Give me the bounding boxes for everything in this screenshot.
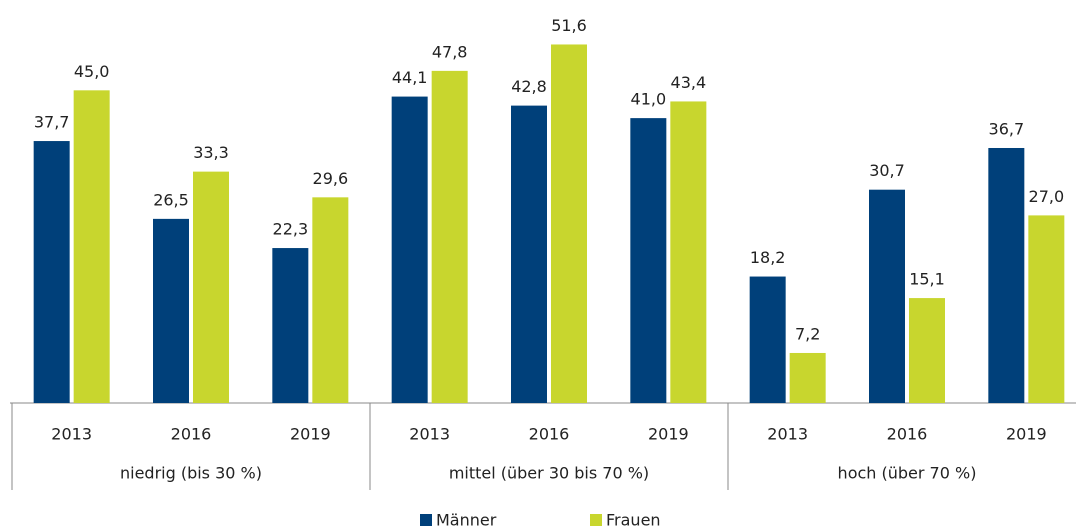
bar xyxy=(193,171,229,403)
bar xyxy=(749,276,786,403)
x-tick-label: 2016 xyxy=(171,425,212,444)
data-label: 41,0 xyxy=(631,90,667,109)
data-label: 29,6 xyxy=(313,169,349,188)
data-label: 15,1 xyxy=(909,270,945,289)
x-tick-label: 2019 xyxy=(1006,425,1047,444)
data-label: 43,4 xyxy=(671,73,707,92)
bar xyxy=(73,90,110,404)
group-label: hoch (über 70 %) xyxy=(838,464,977,483)
bar xyxy=(431,70,468,404)
bar xyxy=(630,118,667,403)
data-label: 26,5 xyxy=(153,190,189,209)
x-tick-label: 2016 xyxy=(887,425,928,444)
bar xyxy=(988,147,1025,403)
data-label: 33,3 xyxy=(193,143,229,162)
bar xyxy=(1028,215,1065,403)
bar xyxy=(312,197,349,403)
x-tick-label: 2013 xyxy=(51,425,92,444)
x-tick-label: 2016 xyxy=(529,425,570,444)
x-tick-label: 2013 xyxy=(767,425,808,444)
legend-label: Männer xyxy=(436,511,497,530)
data-label: 45,0 xyxy=(74,62,110,81)
bar xyxy=(153,218,189,403)
bar xyxy=(909,298,945,403)
data-label: 22,3 xyxy=(273,220,309,239)
x-tick-label: 2019 xyxy=(290,425,331,444)
bar xyxy=(391,96,428,404)
bar xyxy=(551,44,587,403)
x-tick-label: 2013 xyxy=(409,425,450,444)
data-label: 47,8 xyxy=(432,42,468,61)
group-label: mittel (über 30 bis 70 %) xyxy=(449,464,649,483)
data-label: 30,7 xyxy=(869,161,905,180)
legend-swatch xyxy=(590,514,602,526)
group-label: niedrig (bis 30 %) xyxy=(120,464,262,483)
x-tick-label: 2019 xyxy=(648,425,689,444)
data-label: 27,0 xyxy=(1029,187,1065,206)
bar xyxy=(670,101,707,403)
legend-label: Frauen xyxy=(606,511,661,530)
data-label: 44,1 xyxy=(392,68,428,87)
data-label: 36,7 xyxy=(989,119,1025,138)
data-label: 7,2 xyxy=(795,324,820,343)
data-label: 18,2 xyxy=(750,248,786,267)
bar xyxy=(33,141,70,404)
data-label: 51,6 xyxy=(551,16,587,35)
bar xyxy=(869,189,905,403)
data-label: 37,7 xyxy=(34,113,70,132)
data-label: 42,8 xyxy=(511,77,547,96)
bar xyxy=(789,352,826,403)
bar xyxy=(272,248,309,403)
legend-swatch xyxy=(420,514,432,526)
bar xyxy=(511,105,547,403)
